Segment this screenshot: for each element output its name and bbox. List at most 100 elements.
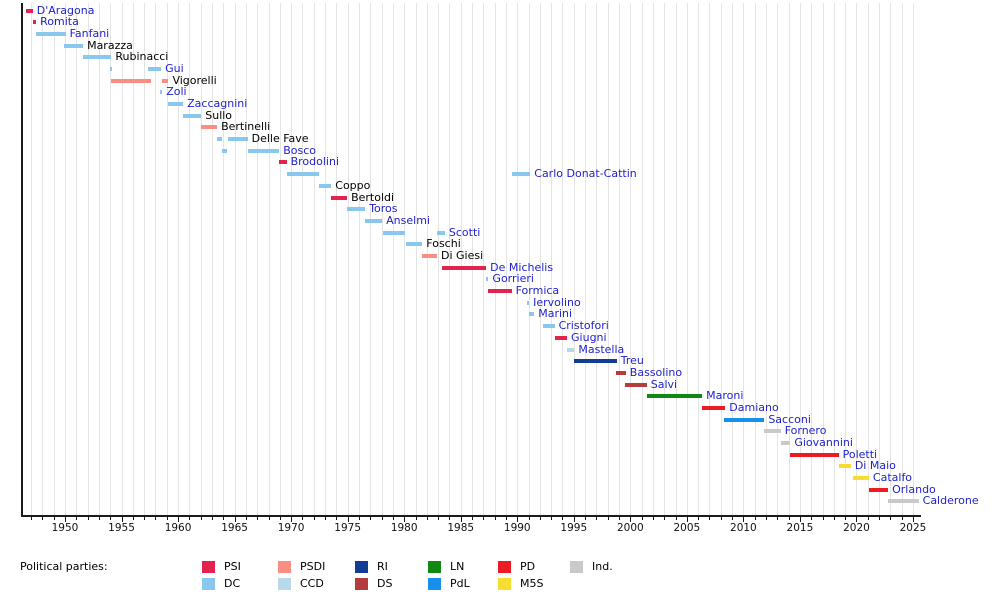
term-bar <box>780 441 791 446</box>
minister-label: Foschi <box>426 237 461 251</box>
minister-label[interactable]: Gorrieri <box>492 272 534 286</box>
gridline <box>551 3 553 515</box>
axis-tick <box>279 516 281 520</box>
axis-tick <box>585 516 587 520</box>
axis-tick <box>766 516 767 520</box>
term-bar <box>221 148 227 153</box>
axis-tick <box>856 516 858 522</box>
minister-label[interactable]: Sacconi <box>768 412 811 426</box>
legend-label: PSDI <box>300 560 326 573</box>
minister-label[interactable]: Calderone <box>922 494 979 508</box>
axis-tick-label: 2020 <box>843 522 870 534</box>
axis-tick <box>777 516 779 520</box>
minister-label[interactable]: Toros <box>369 202 398 216</box>
minister-label[interactable]: Brodolini <box>290 155 340 169</box>
minister-label[interactable]: Formica <box>515 284 560 298</box>
axis-tick-label: 1980 <box>390 522 418 534</box>
minister-label[interactable]: Fornero <box>784 424 827 438</box>
axis-tick <box>720 516 722 520</box>
minister-label[interactable]: Marini <box>538 307 573 321</box>
term-bar <box>32 20 37 25</box>
minister-label[interactable]: Catalfo <box>872 471 913 485</box>
minister-label[interactable]: Fanfani <box>69 26 110 40</box>
gridline <box>42 3 44 515</box>
minister-label[interactable]: Bassolino <box>629 365 683 379</box>
legend-swatch <box>428 578 441 590</box>
legend-label: DC <box>224 577 241 590</box>
axis-tick <box>562 516 564 520</box>
minister-label[interactable]: Poletti <box>842 447 878 461</box>
minister-label[interactable]: Scotti <box>448 225 481 239</box>
axis-tick <box>472 516 474 520</box>
axis-tick <box>505 516 507 520</box>
minister-label[interactable]: De Michelis <box>490 260 554 274</box>
gridline <box>517 3 519 515</box>
axis-tick <box>302 516 304 520</box>
minister-label[interactable]: Damiano <box>729 400 779 414</box>
axis-tick <box>415 516 417 520</box>
minister-label: Marazza <box>87 38 133 52</box>
axis-tick <box>223 516 225 520</box>
gridline <box>426 3 428 515</box>
axis-tick <box>392 516 394 520</box>
gridline <box>867 3 869 515</box>
axis-tick <box>76 516 78 520</box>
gridline <box>381 3 383 515</box>
gridline <box>87 3 89 515</box>
minister-label[interactable]: Carlo Donat-Cattin <box>534 167 637 181</box>
gridline <box>619 3 621 515</box>
minister-label[interactable]: Maroni <box>706 389 744 403</box>
axis-tick <box>686 516 688 522</box>
minister-label[interactable]: Anselmi <box>386 213 430 227</box>
gridline <box>913 3 914 515</box>
term-bar <box>83 55 112 60</box>
axis-tick <box>53 516 55 520</box>
minister-label[interactable]: Mastella <box>578 342 625 356</box>
minister-label[interactable]: Treu <box>620 354 644 368</box>
gridline <box>709 3 711 515</box>
minister-label[interactable]: Bosco <box>283 143 317 157</box>
minister-label[interactable]: Romita <box>40 15 79 29</box>
minister-label[interactable]: Iervolino <box>533 295 581 309</box>
axis-tick-label: 1960 <box>164 522 192 534</box>
axis-tick <box>652 516 654 520</box>
gridline <box>449 3 451 515</box>
term-bar <box>436 230 445 235</box>
minister-label: Bertoldi <box>351 190 395 204</box>
gridline <box>720 3 722 515</box>
minister-label[interactable]: Orlando <box>892 482 936 496</box>
minister-label[interactable]: Zaccagnini <box>187 97 248 111</box>
minister-label[interactable]: Zoli <box>166 85 187 99</box>
axis-tick <box>619 516 621 520</box>
minister-label[interactable]: Giugni <box>571 330 607 344</box>
gridline <box>76 3 78 515</box>
term-bar <box>247 148 280 153</box>
term-bar <box>526 300 530 305</box>
minister-label[interactable]: D'Aragona <box>36 3 95 17</box>
gridline <box>562 3 564 515</box>
axis-tick-label: 1985 <box>447 522 475 534</box>
gridline <box>178 3 180 515</box>
term-bar <box>64 43 84 48</box>
gridline <box>313 3 315 515</box>
axis-tick-label: 1955 <box>108 522 135 534</box>
minister-label[interactable]: Salvi <box>650 377 678 391</box>
minister-label[interactable]: Di Maio <box>854 459 896 473</box>
minister-label[interactable]: Cristofori <box>558 319 609 333</box>
axis-tick <box>189 516 191 520</box>
gridline <box>211 3 213 515</box>
axis-tick <box>743 516 745 522</box>
axis-tick-label: 1965 <box>221 522 248 534</box>
axis-tick <box>42 516 44 520</box>
minister-label: Sullo <box>205 108 233 122</box>
gridline <box>325 3 327 515</box>
minister-label[interactable]: Giovannini <box>794 436 853 450</box>
minister-label[interactable]: Gui <box>165 61 184 75</box>
axis-tick <box>336 516 338 520</box>
term-bar <box>529 312 535 317</box>
term-bar <box>702 405 726 410</box>
gridline <box>822 3 824 515</box>
axis-tick <box>155 516 157 520</box>
legend-label: RI <box>377 560 388 573</box>
axis-tick <box>483 516 485 520</box>
